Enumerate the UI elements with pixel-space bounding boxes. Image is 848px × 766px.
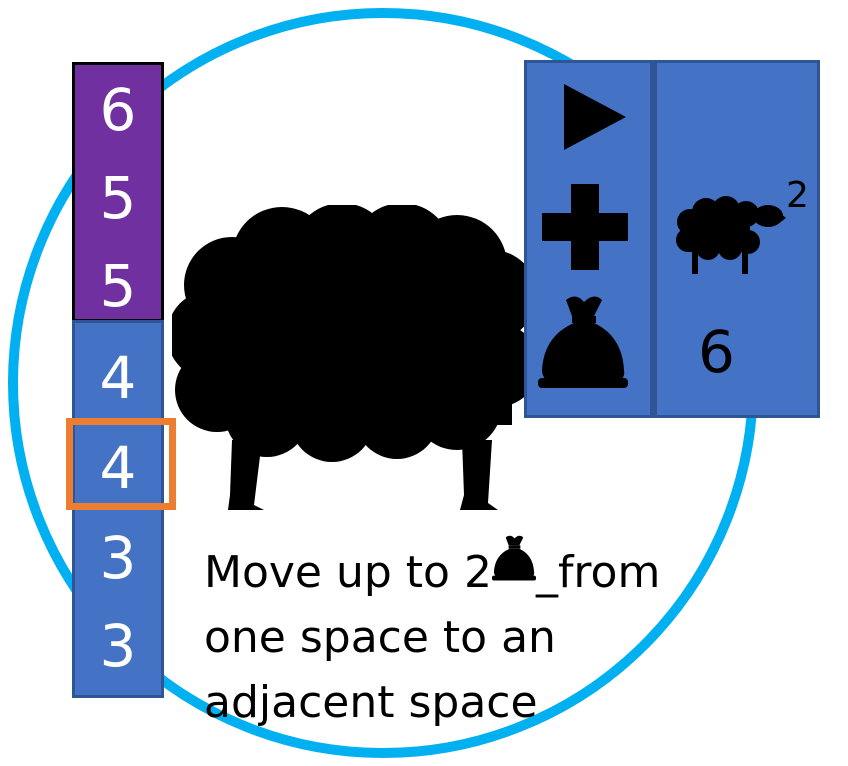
track-value: 4 (99, 434, 137, 502)
panel-divider (650, 60, 657, 418)
money-bag-icon (538, 296, 628, 388)
action-description: Move up to 2 _from one space to an adjace… (204, 535, 684, 735)
plus-icon (542, 184, 628, 270)
track-value: 5 (99, 164, 137, 232)
description-line-1: Move up to 2 _from (204, 535, 684, 605)
track-value: 6 (99, 76, 137, 144)
description-underscore: _ (535, 547, 558, 598)
sheep-icon (676, 196, 786, 274)
description-text: from (557, 547, 661, 598)
track-value: 3 (99, 612, 137, 680)
play-icon (564, 84, 626, 150)
description-text: Move up to 2 (204, 547, 492, 598)
track-value: 5 (99, 252, 137, 320)
big-sheep-icon (172, 205, 537, 510)
description-line-2: one space to an (204, 612, 556, 663)
track-value: 3 (99, 524, 137, 592)
inline-money-bag-icon (491, 535, 536, 593)
track-position-marker[interactable] (66, 418, 176, 510)
track-value: 4 (99, 344, 137, 412)
superscript-value: 2 (786, 175, 809, 216)
track-purple-section (72, 62, 164, 322)
cost-value: 6 (698, 318, 735, 386)
description-line-3: adjacent space (204, 677, 538, 728)
